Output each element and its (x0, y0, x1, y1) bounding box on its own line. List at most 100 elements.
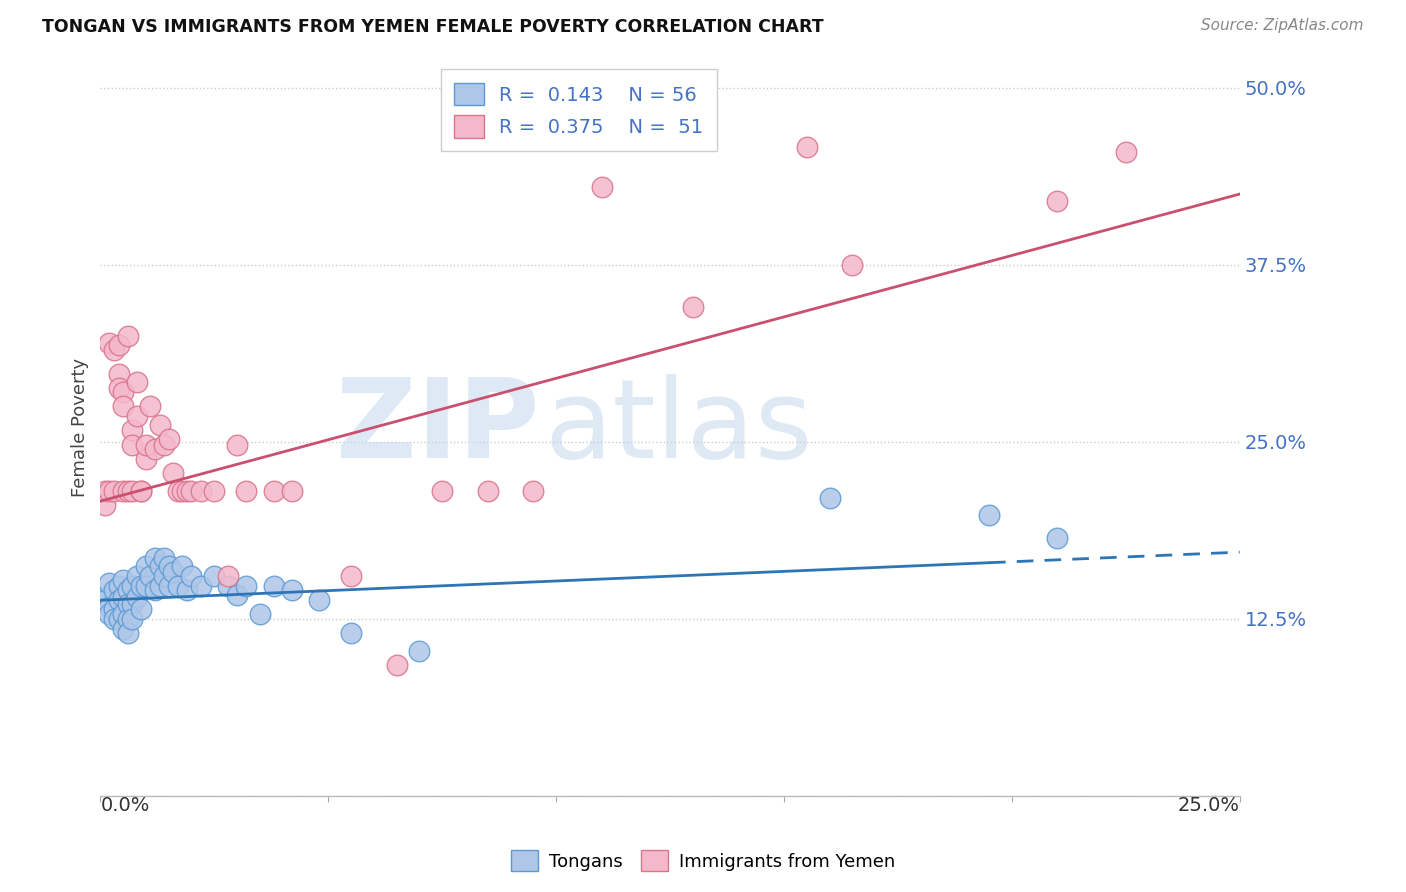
Point (125, 376, 148, 390)
Point (143, 583, 166, 598)
Point (235, 484, 257, 499)
Y-axis label: Female Poverty: Female Poverty (72, 358, 89, 497)
Point (94, 591, 117, 605)
Point (162, 466, 184, 480)
Point (112, 484, 135, 499)
Point (143, 550, 166, 565)
Point (796, 140, 818, 154)
Point (121, 484, 143, 499)
Point (1046, 531, 1069, 545)
Point (263, 579, 285, 593)
Point (98, 607, 121, 622)
Point (94, 499, 117, 513)
Legend: R =  0.143    N = 56, R =  0.375    N =  51: R = 0.143 N = 56, R = 0.375 N = 51 (441, 70, 717, 151)
Point (149, 579, 172, 593)
Point (139, 569, 162, 583)
Point (98, 335, 121, 350)
Point (125, 569, 148, 583)
Point (157, 559, 180, 574)
Point (217, 579, 239, 593)
Point (226, 437, 249, 451)
Point (121, 424, 143, 438)
Point (117, 583, 139, 598)
Point (131, 601, 153, 615)
Point (98, 600, 121, 615)
Point (308, 593, 330, 607)
Point (117, 625, 139, 640)
Point (202, 569, 225, 583)
Point (172, 484, 194, 499)
Point (103, 583, 125, 598)
Point (249, 607, 271, 622)
Point (818, 491, 841, 506)
Point (103, 601, 125, 615)
Point (149, 559, 172, 574)
Point (131, 579, 153, 593)
Point (121, 437, 143, 451)
Point (131, 484, 153, 499)
Point (117, 484, 139, 499)
Point (157, 432, 180, 446)
Point (121, 598, 143, 612)
Point (157, 579, 180, 593)
Text: ZIP: ZIP (336, 374, 538, 481)
Point (117, 612, 139, 626)
Text: atlas: atlas (544, 374, 813, 481)
Point (112, 400, 135, 414)
Point (166, 484, 188, 499)
Point (153, 437, 176, 451)
Point (107, 338, 129, 352)
Point (94, 593, 117, 607)
Point (135, 559, 157, 574)
Point (107, 579, 129, 593)
Point (112, 574, 135, 588)
Point (139, 400, 162, 414)
Point (385, 658, 408, 673)
Point (202, 484, 225, 499)
Point (112, 607, 135, 622)
Point (162, 565, 184, 579)
Point (121, 579, 143, 593)
Point (977, 508, 1000, 523)
Point (1046, 194, 1069, 208)
Point (98, 484, 121, 499)
Point (217, 569, 239, 583)
Point (103, 484, 125, 499)
Point (125, 591, 148, 605)
Point (682, 300, 704, 314)
Point (135, 579, 157, 593)
Point (180, 484, 202, 499)
Point (172, 559, 194, 574)
Text: 25.0%: 25.0% (1178, 796, 1240, 814)
Point (121, 612, 143, 626)
Point (149, 417, 172, 432)
Point (98, 576, 121, 591)
Point (125, 409, 148, 424)
Point (112, 385, 135, 400)
Point (107, 367, 129, 381)
Point (103, 343, 125, 357)
Point (1115, 145, 1137, 159)
Point (522, 484, 544, 499)
Point (153, 550, 176, 565)
Point (117, 328, 139, 343)
Point (94, 484, 117, 499)
Text: 0.0%: 0.0% (100, 796, 149, 814)
Legend: Tongans, Immigrants from Yemen: Tongans, Immigrants from Yemen (503, 843, 903, 879)
Point (176, 484, 198, 499)
Point (135, 451, 157, 466)
Point (131, 484, 153, 499)
Point (107, 612, 129, 626)
Point (103, 612, 125, 626)
Point (408, 644, 430, 658)
Text: TONGAN VS IMMIGRANTS FROM YEMEN FEMALE POVERTY CORRELATION CHART: TONGAN VS IMMIGRANTS FROM YEMEN FEMALE P… (42, 18, 824, 36)
Point (112, 622, 135, 636)
Point (591, 180, 613, 194)
Point (176, 583, 198, 598)
Point (190, 579, 212, 593)
Point (107, 381, 129, 395)
Point (477, 484, 499, 499)
Point (430, 484, 453, 499)
Point (153, 569, 176, 583)
Point (143, 442, 166, 456)
